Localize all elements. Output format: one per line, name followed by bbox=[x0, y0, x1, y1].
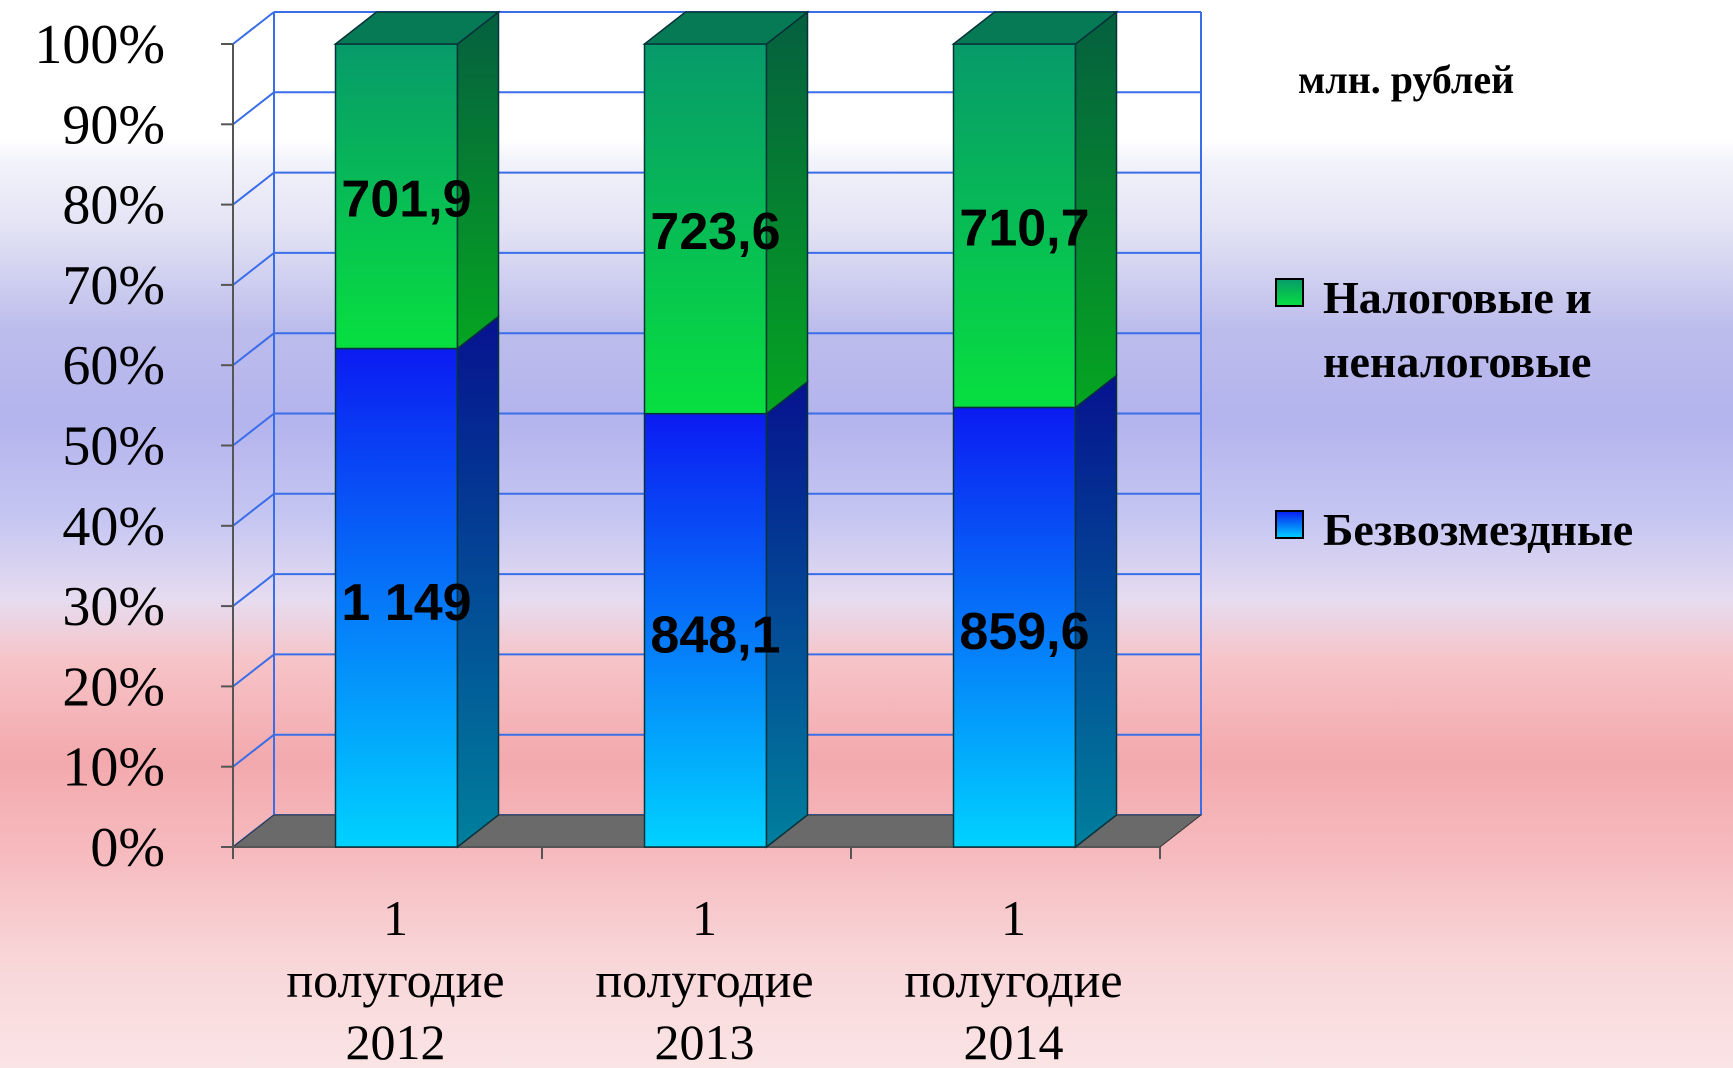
gridline-side-40 bbox=[232, 493, 275, 527]
y-tick-label: 100% bbox=[34, 14, 165, 76]
x-tick-label: 1 полугодие 2012 bbox=[286, 890, 504, 1068]
legend-label-grants: Безвозмездные bbox=[1323, 504, 1633, 555]
legend-label-taxes-line1: Налоговые и bbox=[1323, 272, 1592, 323]
x-tick-label-line: 1 bbox=[1001, 890, 1026, 946]
y-tick-label: 10% bbox=[62, 737, 165, 799]
bar-top-2 bbox=[951, 11, 1119, 45]
bar-taxes-1 bbox=[643, 43, 768, 415]
y-tick-label: 0% bbox=[90, 817, 165, 879]
data-label-taxes-2: 710,7 bbox=[959, 200, 1089, 258]
x-tick-label-line: 1 bbox=[383, 890, 408, 946]
y-axis-ticks: 0% 10% 20% 30% 40% 50% 60% 70% 80% 90% 100% bbox=[34, 14, 165, 879]
data-label-taxes-0: 701,9 bbox=[341, 170, 471, 228]
bars bbox=[333, 10, 1119, 849]
x-tick-label: 1 полугодие 2013 bbox=[595, 890, 813, 1068]
bar-top-0 bbox=[333, 11, 501, 45]
x-tick-label-line: полугодие bbox=[595, 952, 813, 1008]
data-labels: 701,9 1 149 723,6 848,1 710,7 859,6 bbox=[341, 170, 1089, 664]
data-label-grants-0: 1 149 bbox=[341, 574, 471, 632]
y-tick-label: 60% bbox=[62, 335, 165, 397]
gridline-side-10 bbox=[232, 733, 275, 768]
gridline-side-60 bbox=[232, 332, 275, 366]
y-tick-label: 70% bbox=[62, 255, 165, 317]
gridline-side-50 bbox=[232, 412, 275, 447]
x-axis-ticks: 1 полугодие 2012 1 полугодие 2013 1 полугодие 20… bbox=[286, 890, 1122, 1068]
x-tick-label-line: 2013 bbox=[655, 1014, 755, 1068]
data-label-taxes-1: 723,6 bbox=[650, 203, 780, 261]
x-tick-label-line: полугодие bbox=[904, 952, 1122, 1008]
legend-swatch-taxes bbox=[1275, 278, 1304, 307]
legend-label-taxes-line2: неналоговые bbox=[1323, 336, 1591, 387]
gridline-side-70 bbox=[232, 252, 275, 286]
bar-top-1 bbox=[642, 11, 810, 45]
legend: Налоговые и неналоговые Безвозмездные bbox=[1275, 272, 1633, 555]
x-tick-label-line: 2012 bbox=[346, 1014, 446, 1068]
y-tick-label: 80% bbox=[62, 175, 165, 237]
x-tick-label-line: полугодие bbox=[286, 952, 504, 1008]
units-label: млн. рублей bbox=[1298, 57, 1514, 102]
y-tick-label: 50% bbox=[62, 416, 165, 478]
gridline-side-100 bbox=[232, 11, 275, 45]
bar-grants-2 bbox=[952, 406, 1077, 848]
bar-grants-1 bbox=[643, 412, 768, 848]
x-tick-label-line: 1 bbox=[692, 890, 717, 946]
data-label-grants-2: 859,6 bbox=[959, 603, 1089, 661]
legend-swatch-grants bbox=[1275, 510, 1304, 539]
gridline-side-80 bbox=[232, 171, 275, 206]
y-tick-label: 90% bbox=[62, 94, 165, 156]
y-tick-label: 20% bbox=[62, 656, 165, 718]
bar-grants-0 bbox=[334, 347, 459, 848]
y-tick-label: 30% bbox=[62, 576, 165, 638]
data-label-grants-1: 848,1 bbox=[650, 606, 780, 664]
gridline-side-90 bbox=[232, 91, 275, 126]
x-tick-label-line: 2014 bbox=[964, 1014, 1064, 1068]
x-tick-label: 1 полугодие 2014 bbox=[904, 890, 1122, 1068]
gridline-side-20 bbox=[232, 653, 275, 688]
gridline-side-30 bbox=[232, 573, 275, 607]
y-tick-label: 40% bbox=[62, 496, 165, 558]
bar-taxes-0 bbox=[334, 43, 459, 350]
